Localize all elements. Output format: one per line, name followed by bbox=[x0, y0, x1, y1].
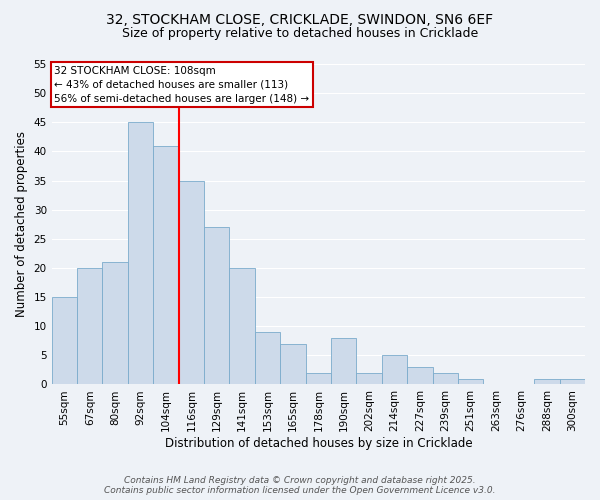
Bar bbox=[128, 122, 153, 384]
Text: Size of property relative to detached houses in Cricklade: Size of property relative to detached ho… bbox=[122, 28, 478, 40]
Bar bbox=[433, 373, 458, 384]
Text: Contains HM Land Registry data © Crown copyright and database right 2025.
Contai: Contains HM Land Registry data © Crown c… bbox=[104, 476, 496, 495]
Bar bbox=[229, 268, 255, 384]
Text: 32, STOCKHAM CLOSE, CRICKLADE, SWINDON, SN6 6EF: 32, STOCKHAM CLOSE, CRICKLADE, SWINDON, … bbox=[106, 12, 494, 26]
Bar bbox=[179, 180, 204, 384]
Bar bbox=[407, 367, 433, 384]
Text: 32 STOCKHAM CLOSE: 108sqm
← 43% of detached houses are smaller (113)
56% of semi: 32 STOCKHAM CLOSE: 108sqm ← 43% of detac… bbox=[55, 66, 310, 104]
Bar bbox=[77, 268, 103, 384]
Bar bbox=[458, 378, 484, 384]
Bar bbox=[103, 262, 128, 384]
Bar bbox=[153, 146, 179, 384]
Bar bbox=[560, 378, 585, 384]
Bar bbox=[331, 338, 356, 384]
Bar bbox=[305, 373, 331, 384]
Bar bbox=[255, 332, 280, 384]
Y-axis label: Number of detached properties: Number of detached properties bbox=[15, 131, 28, 317]
Bar bbox=[356, 373, 382, 384]
Bar bbox=[534, 378, 560, 384]
X-axis label: Distribution of detached houses by size in Cricklade: Distribution of detached houses by size … bbox=[164, 437, 472, 450]
Bar bbox=[52, 297, 77, 384]
Bar bbox=[382, 356, 407, 384]
Bar bbox=[204, 227, 229, 384]
Bar bbox=[280, 344, 305, 384]
